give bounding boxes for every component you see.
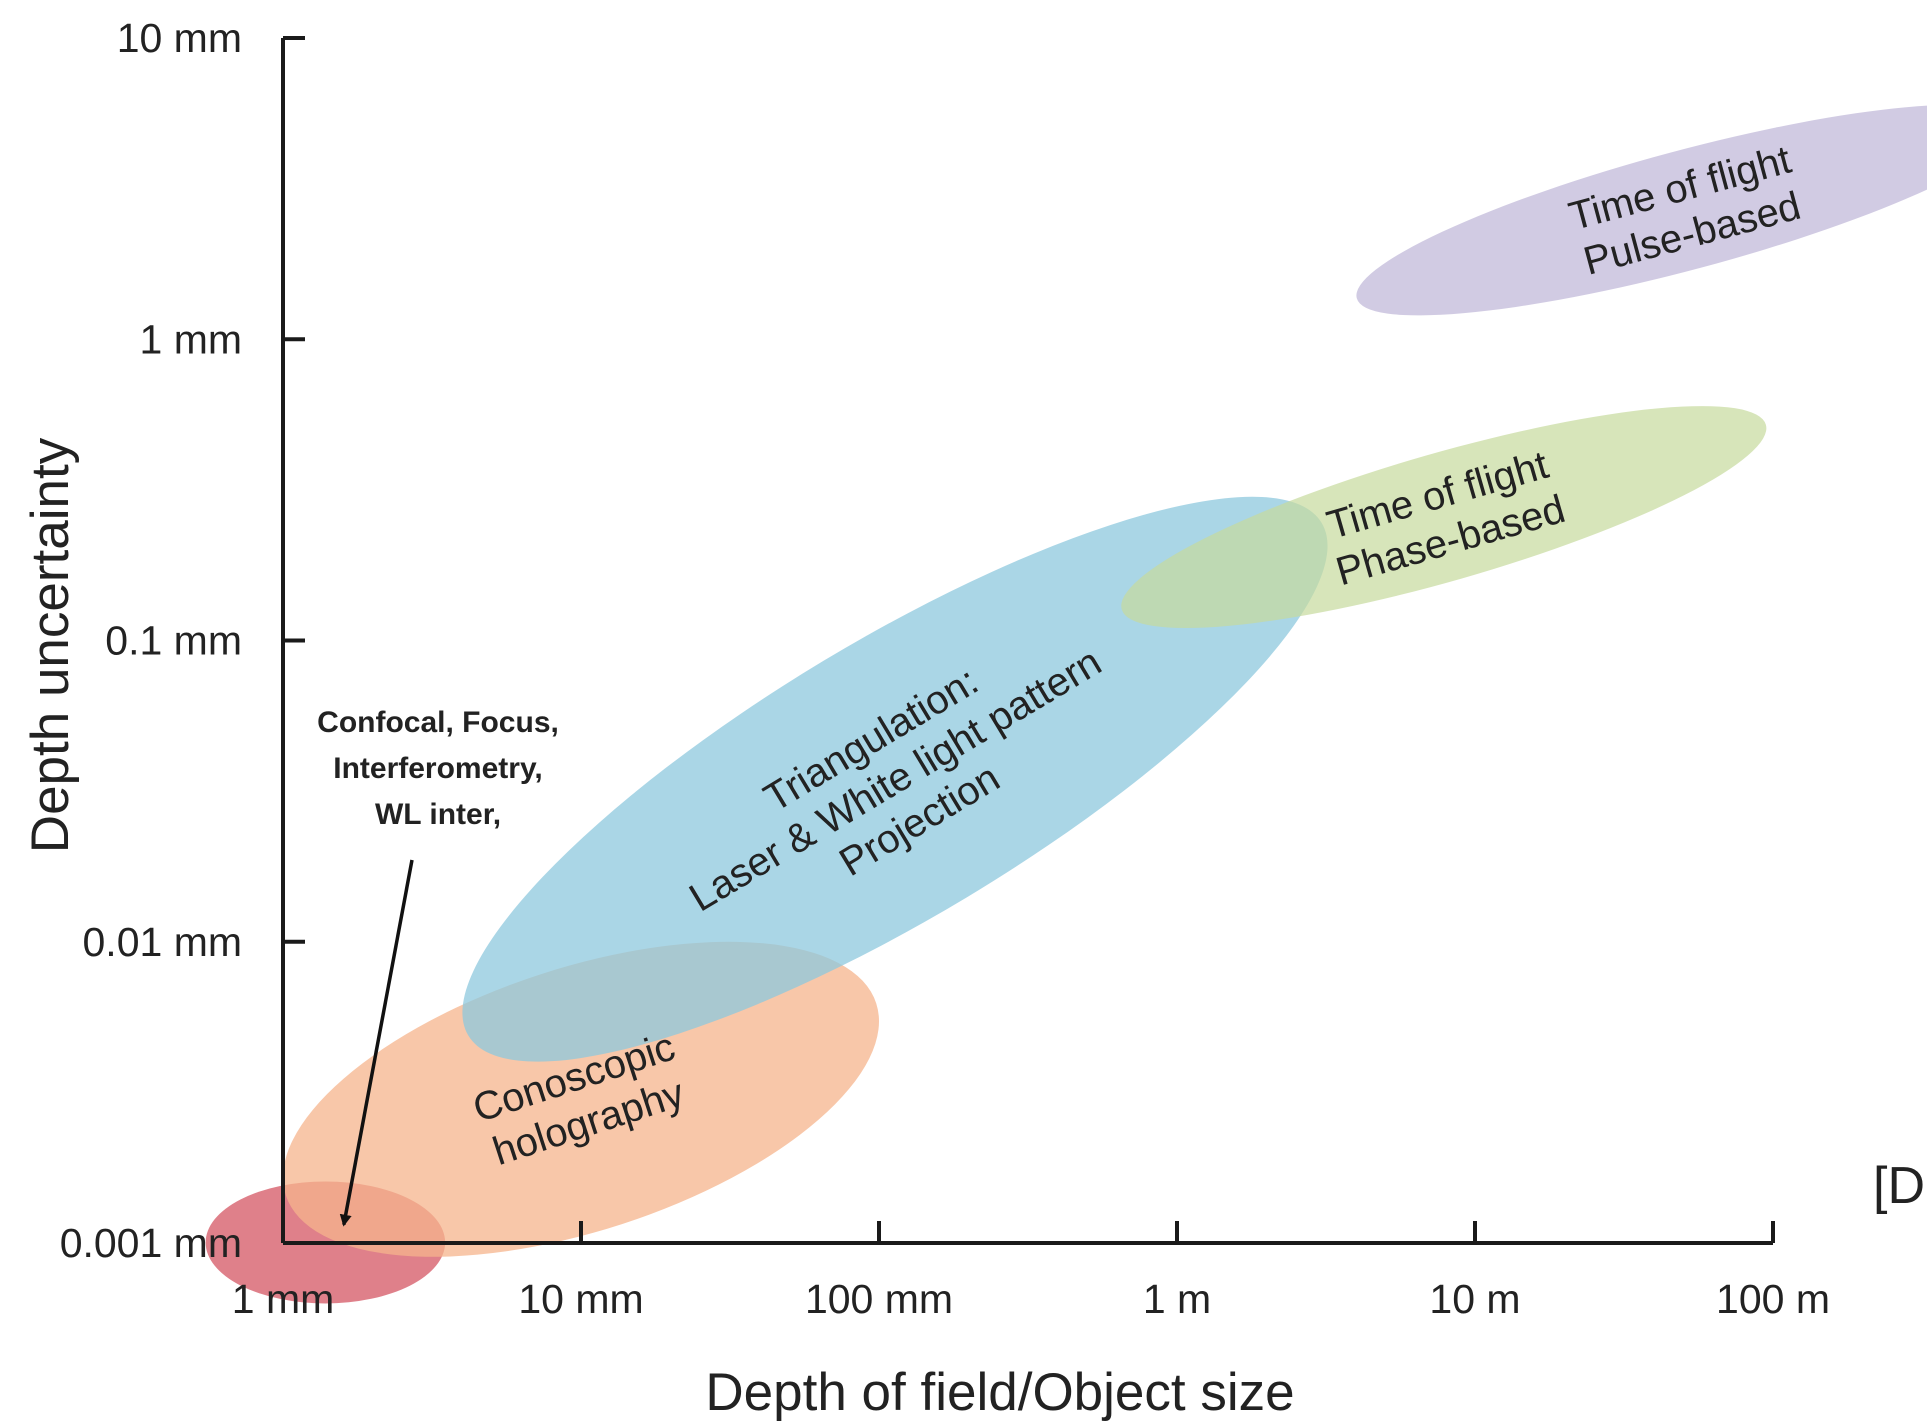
y-tick-label: 0.1 mm — [105, 618, 242, 664]
confocal-annotation: Confocal, Focus, Interferometry, WL inter, — [317, 706, 559, 831]
region-tof-pulse — [1356, 104, 1927, 316]
annotations: Confocal, Focus, Interferometry, WL inter,… — [317, 706, 1925, 1227]
x-tick-label: 100 mm — [805, 1276, 953, 1322]
annotation-line: WL inter, — [375, 798, 501, 831]
cutoff-text: [D — [1873, 1157, 1925, 1215]
x-tick-label: 1 mm — [232, 1276, 335, 1322]
y-tick-label: 10 mm — [117, 15, 242, 61]
y-tick-label: 1 mm — [140, 316, 243, 362]
region-conoscopic — [283, 941, 880, 1257]
y-tick-label: 0.01 mm — [83, 919, 243, 965]
x-tick-label: 10 mm — [518, 1276, 643, 1322]
x-tick-label: 1 m — [1143, 1276, 1211, 1322]
annotation-line: Interferometry, — [333, 752, 543, 785]
x-tick-label: 100 m — [1716, 1276, 1830, 1322]
regions — [205, 104, 1927, 1304]
x-tick-label: 10 m — [1429, 1276, 1520, 1322]
y-tick-label: 0.001 mm — [60, 1220, 242, 1266]
axes: 1 mm 10 mm 100 mm 1 m 10 m 100 m 0.001 mm 0.01 … — [21, 15, 1830, 1422]
region-tof-phase — [1121, 406, 1767, 629]
x-axis-title: Depth of field/Object size — [705, 1363, 1294, 1422]
annotation-line: Confocal, Focus, — [317, 706, 559, 739]
annotation-arrow — [339, 859, 414, 1227]
y-axis-title: Depth uncertainty — [21, 437, 80, 853]
region-triangulation — [462, 496, 1328, 1062]
